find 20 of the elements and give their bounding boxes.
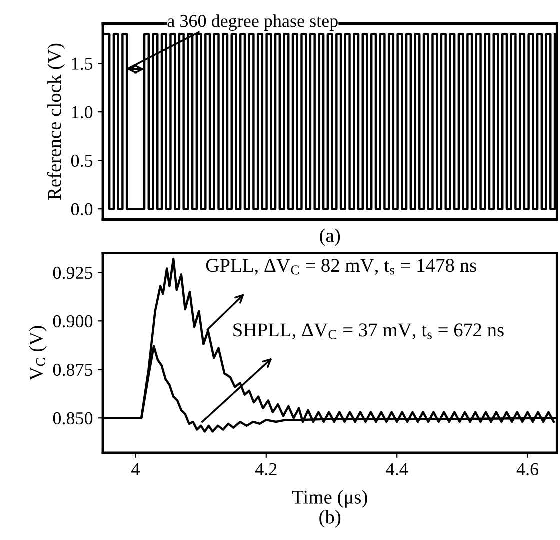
y-tick-label: 0.900 xyxy=(53,315,93,328)
x-tick-label: 4.2 xyxy=(255,463,277,476)
y-tick-label: 0.850 xyxy=(53,412,93,425)
annotation: GPLL, ΔV$_{C}$ = 82 mV, t$_{s}$ = 1478 ns xyxy=(206,259,476,275)
y-tick-label: 1.0 xyxy=(72,106,93,119)
x-axis-title: Time (μs) xyxy=(292,490,368,508)
y-tick-label: 0.925 xyxy=(53,266,93,280)
y-tick-label: 0.875 xyxy=(53,364,93,376)
annotation: a 360 degree phase step xyxy=(168,14,338,31)
text: (b) xyxy=(320,510,341,528)
y-tick-label: 0.5 xyxy=(71,154,93,168)
y-tick-label: 1.5 xyxy=(72,58,93,70)
annotation: SHPLL, ΔV$_{C}$ = 37 mV, t$_{s}$ = 672 ns xyxy=(234,324,504,340)
x-tick-label: 4.6 xyxy=(516,463,539,476)
x-tick-label: 4 xyxy=(132,463,140,476)
x-tick-label: 4.4 xyxy=(386,463,408,476)
y-axis-title: Reference clock (V) xyxy=(47,44,66,200)
text: (a) xyxy=(320,228,340,246)
y-tick-label: 0.0 xyxy=(71,203,93,216)
y-axis-title: V$_{C}$ (V) xyxy=(29,326,47,381)
